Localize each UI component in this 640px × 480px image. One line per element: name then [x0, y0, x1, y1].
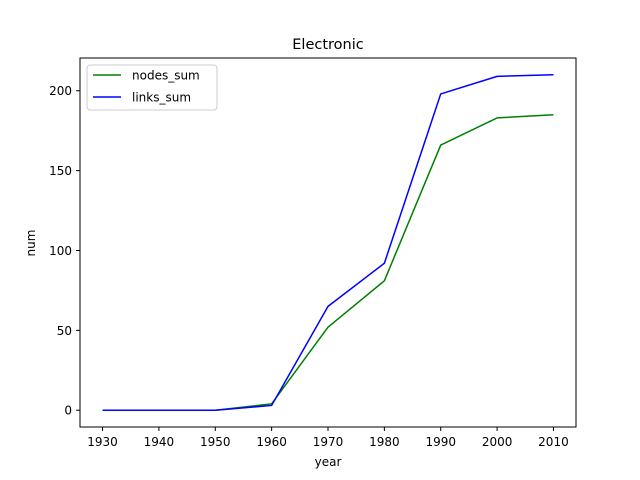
x-axis-ticks: 1930 1940 1950 1960 1970 1980 1990 2000 2010 — [87, 427, 569, 449]
y-tick-label: 150 — [49, 164, 72, 178]
y-tick-label: 0 — [64, 404, 72, 418]
x-tick-label: 1970 — [313, 435, 344, 449]
x-tick-label: 1980 — [369, 435, 400, 449]
x-tick-label: 1930 — [87, 435, 118, 449]
y-tick-label: 50 — [57, 324, 72, 338]
series-layer — [102, 74, 554, 411]
legend-label-nodes_sum: nodes_sum — [132, 69, 200, 83]
x-tick-label: 1990 — [425, 435, 456, 449]
x-tick-label: 1960 — [256, 435, 287, 449]
x-tick-label: 2010 — [538, 435, 569, 449]
y-axis-label: num — [24, 230, 38, 257]
series-line-links_sum — [102, 74, 554, 411]
y-tick-label: 200 — [49, 84, 72, 98]
x-tick-label: 1940 — [144, 435, 175, 449]
x-axis-label: year — [315, 455, 342, 469]
x-tick-label: 1950 — [200, 435, 231, 449]
y-tick-label: 100 — [49, 244, 72, 258]
legend-label-links_sum: links_sum — [132, 91, 191, 105]
x-tick-label: 2000 — [482, 435, 513, 449]
chart-title: Electronic — [292, 37, 364, 53]
legend-box — [86, 64, 218, 111]
plot-frame — [79, 57, 577, 428]
y-axis-ticks: 0 50 100 150 200 — [49, 84, 80, 418]
legend: nodes_sum links_sum — [86, 64, 218, 111]
